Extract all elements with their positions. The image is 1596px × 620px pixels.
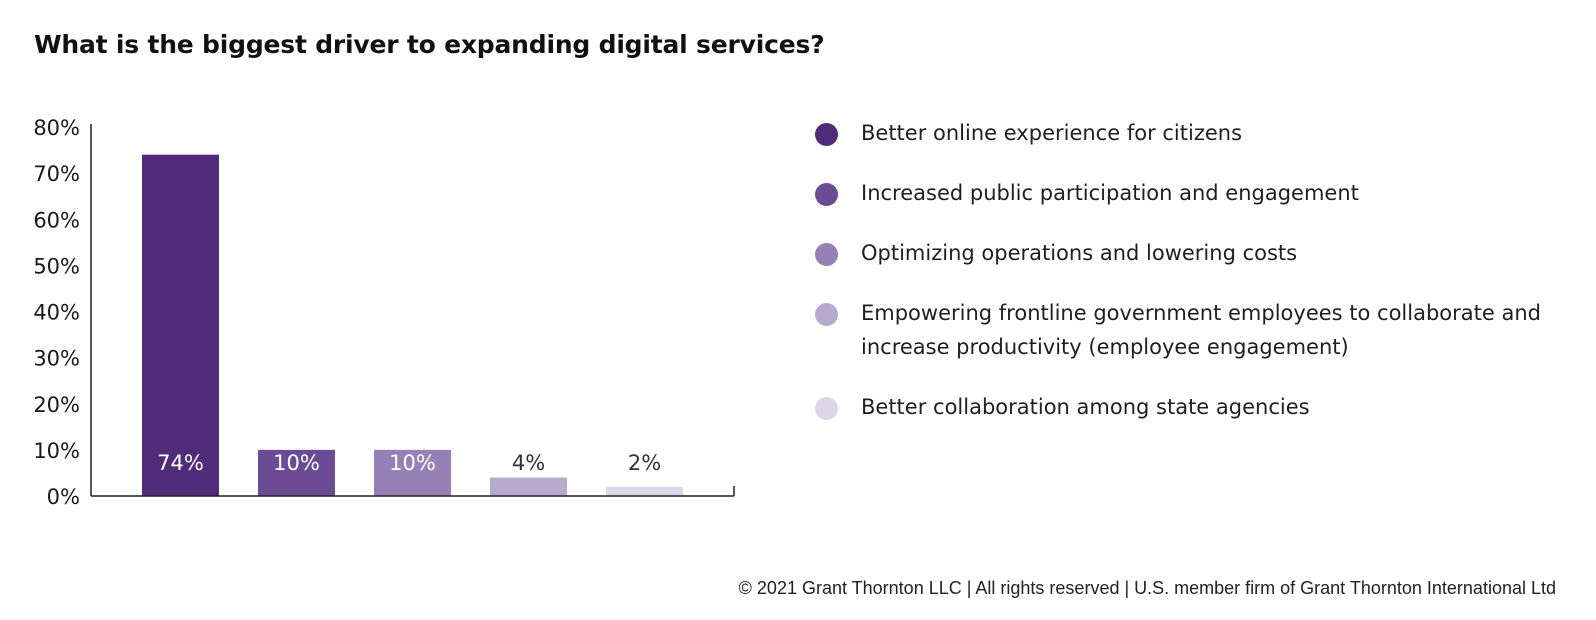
bar-data-label: 2% — [628, 451, 661, 475]
bar-chart: 0% 10% 20% 30% 40% 50% 60% 70% 80% 74% 10% 10% 4% 2% — [33, 116, 735, 509]
bar-data-labels: 74% 10% 10% 4% 2% — [157, 451, 661, 475]
bar-data-label: 10% — [389, 451, 436, 475]
y-tick-label: 40% — [33, 301, 80, 325]
bar — [142, 154, 219, 497]
bar-data-label: 4% — [512, 451, 545, 475]
legend-dot — [815, 123, 838, 146]
y-tick-label: 10% — [33, 439, 80, 463]
chart-title: What is the biggest driver to expanding … — [34, 30, 825, 59]
legend-dot — [815, 303, 838, 326]
y-tick-label: 20% — [33, 393, 80, 417]
bar-data-label: 10% — [273, 451, 320, 475]
bar-data-label: 74% — [157, 451, 204, 475]
legend-label: Increased public participation and engag… — [861, 181, 1359, 205]
y-axis-ticks: 0% 10% 20% 30% 40% 50% 60% 70% 80% — [33, 116, 80, 509]
legend-label: Empowering frontline government employee… — [861, 301, 1541, 359]
legend-dot — [815, 243, 838, 266]
y-tick-label: 30% — [33, 347, 80, 371]
y-tick-label: 60% — [33, 208, 80, 232]
bar — [606, 486, 683, 496]
y-tick-label: 70% — [33, 162, 80, 186]
bars — [142, 154, 683, 497]
footer-copyright: © 2021 Grant Thornton LLC | All rights r… — [738, 578, 1556, 598]
y-tick-label: 80% — [33, 116, 80, 140]
legend-dot — [815, 397, 838, 420]
legend-dot — [815, 183, 838, 206]
y-tick-label: 0% — [47, 485, 80, 509]
bar — [374, 449, 451, 496]
bar — [490, 477, 567, 496]
legend-label: Better collaboration among state agencie… — [861, 395, 1310, 419]
bar — [258, 449, 335, 496]
legend-label: Better online experience for citizens — [861, 121, 1243, 145]
y-tick-label: 50% — [33, 254, 80, 278]
legend-label: Optimizing operations and lowering costs — [861, 241, 1298, 265]
